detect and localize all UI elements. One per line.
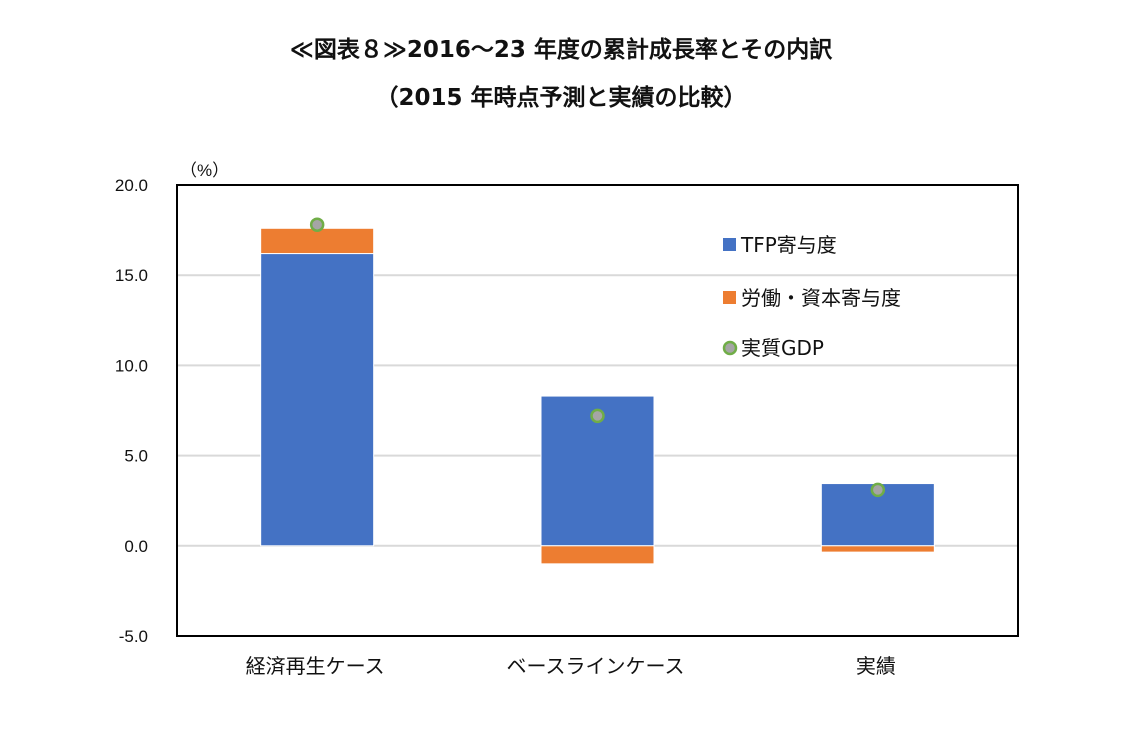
- gdp-marker: [590, 408, 605, 424]
- y-axis-label: （%）: [180, 161, 229, 180]
- legend-label: 実質GDP: [741, 336, 824, 360]
- bar-labor-capital: [820, 545, 935, 553]
- y-tick-label: 20.0: [115, 176, 148, 195]
- y-tick-label: 0.0: [124, 537, 148, 556]
- legend-swatch: [723, 291, 736, 304]
- legend-marker: [722, 340, 738, 356]
- legend-label: TFP寄与度: [740, 233, 837, 257]
- chart-subtitle: （2015 年時点予測と実績の比較）: [375, 85, 747, 111]
- gdp-marker: [309, 217, 325, 232]
- plot-area-border: [176, 184, 1019, 637]
- x-category-label: 実績: [856, 654, 896, 678]
- y-tick-label: -5.0: [119, 627, 148, 646]
- y-tick-label: 10.0: [115, 356, 148, 375]
- bar-labor-capital: [540, 545, 655, 565]
- legend-label: 労働・資本寄与度: [741, 286, 901, 310]
- chart-title: ≪図表８≫2016～23 年度の累計成長率とその内訳: [289, 37, 833, 63]
- x-category-label: 経済再生ケース: [246, 654, 385, 678]
- x-category-label: ベースラインケース: [507, 654, 685, 678]
- bar-labor-capital: [260, 227, 375, 255]
- y-tick-label: 15.0: [115, 266, 148, 285]
- gdp-marker: [870, 482, 886, 498]
- bar-tfp: [260, 253, 375, 547]
- y-tick-label: 5.0: [124, 447, 148, 466]
- legend-swatch: [723, 238, 736, 251]
